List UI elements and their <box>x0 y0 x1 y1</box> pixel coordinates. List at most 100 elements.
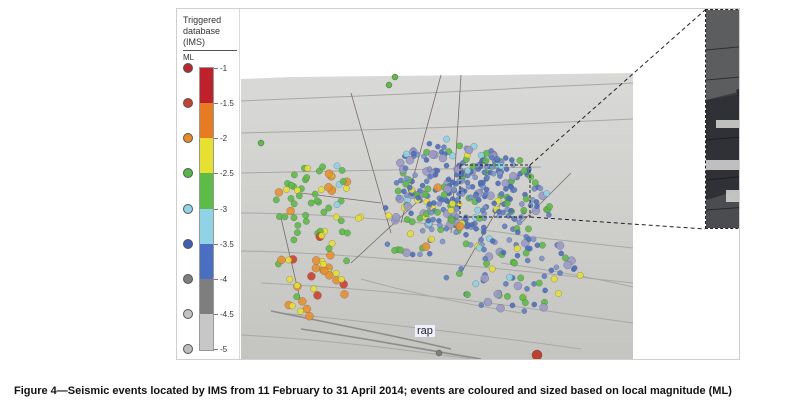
color-band-3 <box>200 138 213 173</box>
event-marker <box>488 148 494 154</box>
event-marker <box>506 237 513 243</box>
legend-title-line-1: Triggered <box>183 15 222 25</box>
inset-connector <box>529 9 706 230</box>
event-marker <box>290 236 298 244</box>
event-marker <box>274 188 284 197</box>
event-marker <box>447 207 455 214</box>
event-marker <box>515 229 521 235</box>
connector-bottom <box>529 216 706 230</box>
event-marker <box>481 169 488 176</box>
event-marker <box>477 179 484 186</box>
event-marker <box>402 165 409 171</box>
event-marker <box>480 207 486 214</box>
event-marker <box>343 257 350 265</box>
event-marker <box>272 196 280 204</box>
legend-tick-4 <box>214 173 218 174</box>
event-marker <box>513 244 521 252</box>
event-marker <box>514 252 521 259</box>
event-marker <box>458 266 464 272</box>
event-marker <box>338 167 346 174</box>
event-marker <box>443 225 450 232</box>
event-marker <box>428 150 437 159</box>
event-marker <box>501 223 508 230</box>
event-marker <box>531 349 543 359</box>
legend-marker-6 <box>183 239 193 249</box>
bench-crests <box>270 310 482 359</box>
event-marker <box>498 191 505 197</box>
event-marker <box>443 274 450 281</box>
event-marker <box>496 304 505 313</box>
event-marker <box>303 174 311 181</box>
event-marker <box>525 225 532 233</box>
legend-tick-3 <box>214 138 218 139</box>
event-marker <box>555 241 565 250</box>
event-marker <box>480 274 489 283</box>
event-marker <box>502 155 509 161</box>
color-band-1 <box>200 68 213 103</box>
event-marker <box>539 255 545 262</box>
legend-divider <box>183 50 237 51</box>
event-marker <box>503 186 509 192</box>
event-marker <box>522 195 530 203</box>
event-marker <box>398 177 404 184</box>
event-marker <box>506 273 513 281</box>
event-marker <box>522 249 530 257</box>
event-marker <box>290 200 298 208</box>
event-marker <box>436 200 443 207</box>
event-marker <box>449 200 456 207</box>
event-marker <box>435 143 441 150</box>
event-marker <box>520 167 528 175</box>
event-marker <box>472 193 479 199</box>
event-marker <box>426 250 433 257</box>
event-marker <box>312 256 321 265</box>
event-marker <box>324 183 333 192</box>
zoom-region-box <box>459 164 531 218</box>
event-marker <box>287 181 295 189</box>
event-marker <box>553 264 560 271</box>
rock-face-photo <box>706 10 739 228</box>
event-marker <box>391 73 399 81</box>
event-marker <box>427 174 433 180</box>
event-marker <box>304 164 311 172</box>
event-marker <box>504 293 511 300</box>
legend-marker-5 <box>183 204 193 214</box>
event-marker <box>408 210 414 217</box>
event-marker <box>490 170 497 177</box>
event-marker <box>443 162 450 169</box>
magnitude-legend: Triggered database (IMS) ML <box>177 9 240 359</box>
event-marker <box>385 212 393 220</box>
event-marker <box>527 173 535 181</box>
event-marker <box>337 217 345 225</box>
color-band-2 <box>200 103 213 138</box>
event-marker <box>290 214 298 222</box>
event-marker <box>555 290 562 297</box>
event-marker <box>443 135 450 143</box>
event-marker <box>433 183 442 192</box>
legend-tick-9 <box>214 349 218 350</box>
event-marker <box>509 302 516 309</box>
event-marker <box>519 201 525 207</box>
event-marker <box>478 302 485 308</box>
event-marker <box>421 242 431 251</box>
event-marker <box>513 281 523 291</box>
event-marker <box>339 178 347 185</box>
event-marker <box>288 302 296 310</box>
event-marker <box>434 208 441 216</box>
color-band-6 <box>200 244 213 279</box>
event-marker <box>483 297 493 307</box>
event-marker <box>563 260 572 270</box>
event-marker <box>509 172 518 181</box>
event-marker <box>472 174 478 181</box>
event-marker <box>516 219 523 226</box>
event-marker <box>539 303 548 312</box>
event-marker <box>531 179 539 187</box>
event-marker <box>571 265 578 271</box>
event-marker <box>541 273 548 279</box>
event-marker <box>295 192 303 200</box>
legend-tick-label-4: -2.5 <box>220 169 234 178</box>
event-marker <box>405 156 415 165</box>
pit-mesh-view <box>241 73 633 359</box>
event-marker <box>481 246 487 253</box>
event-marker <box>287 195 295 202</box>
event-marker <box>557 270 563 276</box>
